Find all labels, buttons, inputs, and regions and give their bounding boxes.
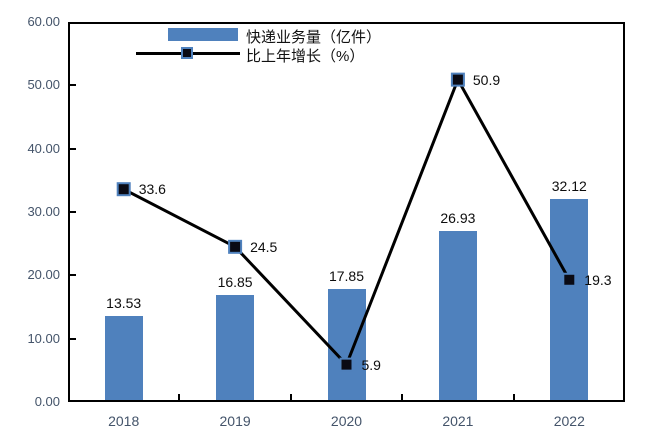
y-tick-label: 40.00 xyxy=(27,140,60,156)
line-data-label: 24.5 xyxy=(250,238,278,255)
y-tick-label: 50.00 xyxy=(27,77,60,93)
y-tick-label: 20.00 xyxy=(27,267,60,283)
y-tick-label: 60.00 xyxy=(27,14,60,29)
line-marker xyxy=(116,182,131,197)
bar-data-label: 26.93 xyxy=(440,210,476,227)
line-data-label: 5.9 xyxy=(361,356,381,373)
line-data-label: 33.6 xyxy=(138,181,166,198)
y-tick-mark xyxy=(68,211,76,213)
line-marker xyxy=(228,239,243,254)
x-tick-mark xyxy=(512,394,515,402)
y-tick-mark xyxy=(68,337,76,340)
bar-swatch-icon xyxy=(168,28,238,41)
bar-data-label: 32.12 xyxy=(551,177,587,194)
y-tick-label: 10.00 xyxy=(27,330,60,346)
line-data-label: 19.3 xyxy=(584,271,612,288)
x-tick-label: 2022 xyxy=(553,413,585,429)
bar xyxy=(104,316,143,400)
line-marker xyxy=(450,72,465,87)
bar xyxy=(550,198,589,400)
bar-data-label: 16.85 xyxy=(217,274,253,291)
bar-data-label: 17.85 xyxy=(328,267,365,284)
line-marker xyxy=(339,357,354,372)
x-tick-mark xyxy=(178,394,181,402)
x-tick-mark xyxy=(401,394,404,402)
x-tick-label: 2020 xyxy=(330,413,363,429)
bar-data-label: 13.53 xyxy=(106,295,142,312)
x-tick-label: 2019 xyxy=(219,413,251,429)
y-tick-mark xyxy=(68,84,76,87)
line-marker-icon xyxy=(181,47,193,59)
y-tick-mark xyxy=(68,147,76,150)
y-tick-label: 0.00 xyxy=(34,394,60,409)
bar xyxy=(438,231,477,400)
bar xyxy=(327,288,366,400)
x-tick-label: 2018 xyxy=(108,413,140,429)
x-tick-label: 2021 xyxy=(442,413,474,429)
legend-label-line-series: 比上年增长（%） xyxy=(246,48,365,65)
x-tick-mark xyxy=(289,394,292,402)
line-path xyxy=(123,76,571,368)
bar xyxy=(216,295,255,400)
legend-label-bar-series: 快递业务量（亿件） xyxy=(246,29,382,46)
line-data-label: 50.9 xyxy=(472,71,501,88)
y-tick-mark xyxy=(68,274,76,277)
line-marker xyxy=(562,272,577,287)
y-tick-label: 30.00 xyxy=(27,204,60,219)
